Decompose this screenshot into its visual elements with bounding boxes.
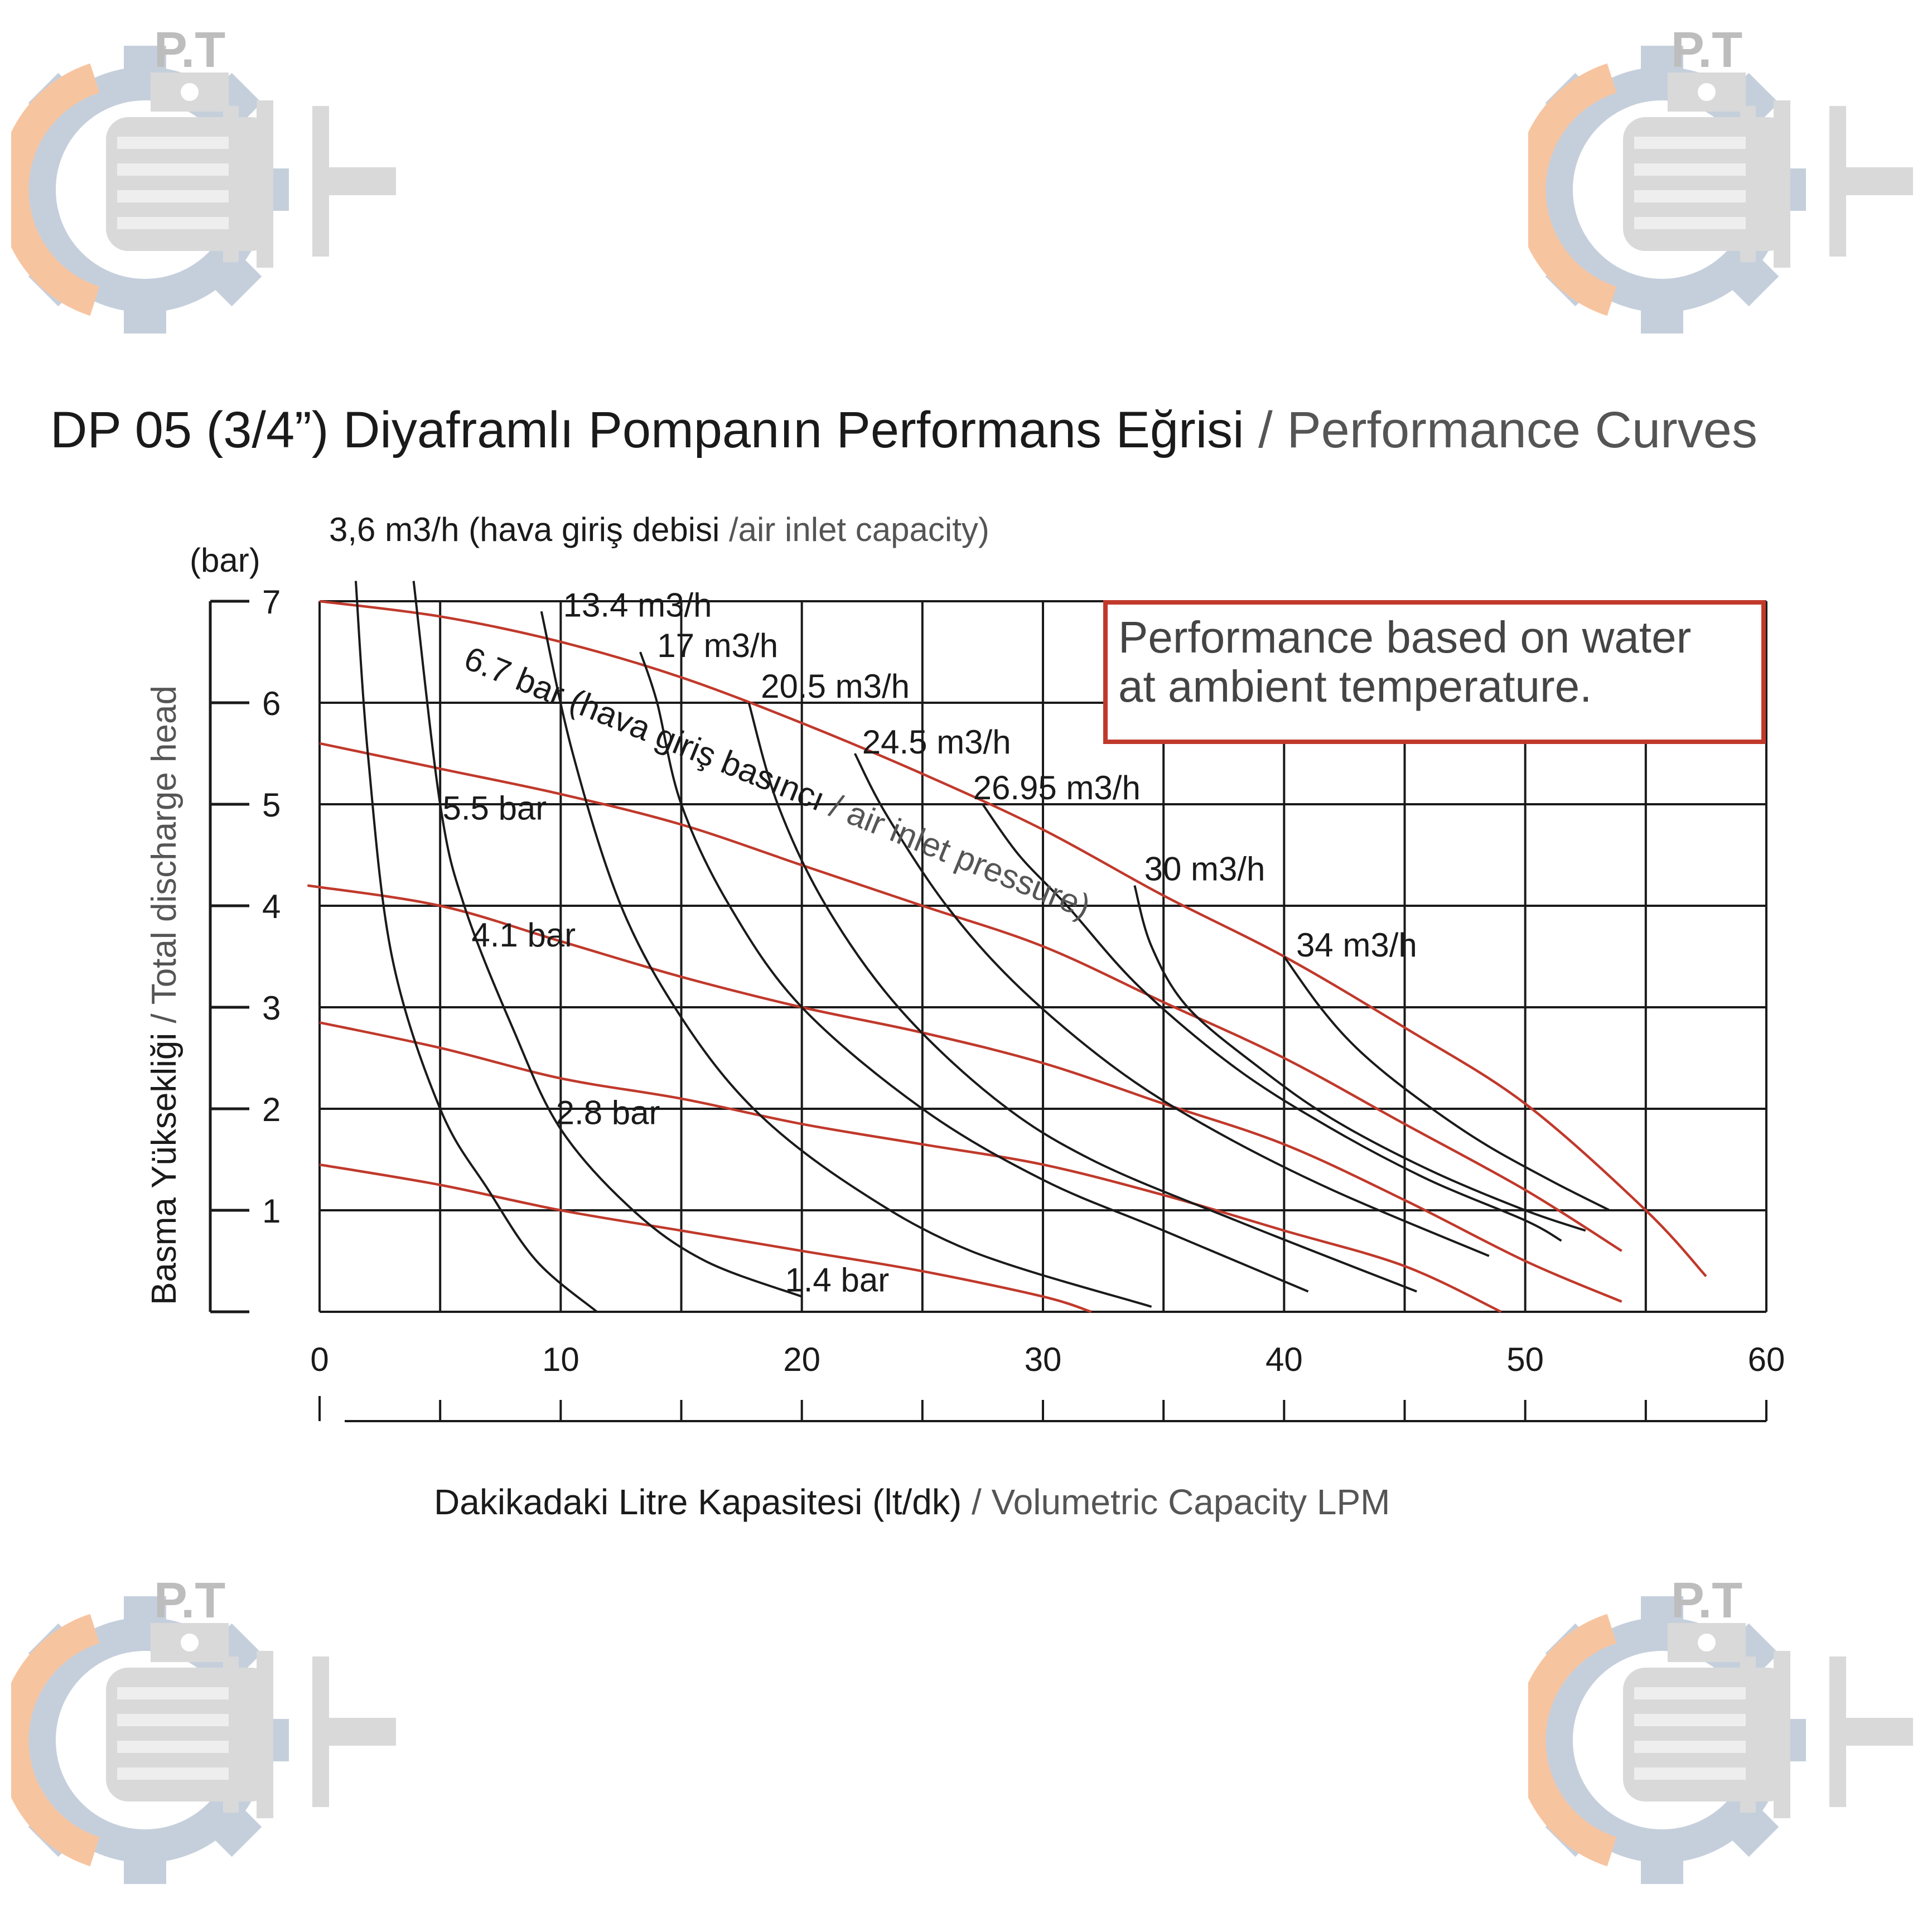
air-curve-34-m3-h (1283, 955, 1610, 1211)
watermark-logo-bottom-left: P.T (11, 1573, 396, 1884)
air-curve-6-7-m3-h (412, 581, 803, 1298)
motor-icon (1623, 73, 1913, 268)
top-label-main: 3,6 m3/h (hava giriş debisi (329, 511, 719, 548)
watermark-text: P.T (154, 1573, 225, 1629)
watermark-text: P.T (1671, 22, 1742, 78)
watermark-logo-top-left: P.T (11, 22, 396, 334)
top-label-secondary: /air inlet capacity) (719, 511, 989, 548)
watermark-logo-bottom-right: P.T (1528, 1573, 1913, 1884)
air-curve-20-5-m3-h (747, 702, 1417, 1293)
y-tick-label: 5 (262, 786, 281, 824)
x-tick-label: 0 (310, 1341, 329, 1378)
note-line-1: Performance based on water (1118, 612, 1691, 662)
motor-icon (106, 73, 396, 268)
x-tick-label: 60 (1748, 1341, 1785, 1378)
motor-icon (1623, 1623, 1913, 1818)
y-tick-label: 7 (262, 583, 281, 621)
title-separator: / (1244, 402, 1287, 458)
pressure-curve-6-7-bar (319, 600, 1707, 1277)
y-axis-label-main: Basma Yüksekliği (145, 1033, 183, 1305)
y-unit-label: (bar) (190, 542, 260, 579)
page-title: DP 05 (3/4”) Diyaframlı Pompanın Perform… (50, 402, 1757, 458)
annotation-label: 24.5 m3/h (862, 723, 1011, 761)
annotation-label: 4.1 bar (471, 916, 576, 954)
x-tick-label: 50 (1506, 1341, 1544, 1378)
x-axis-label-secondary: / Volumetric Capacity LPM (962, 1482, 1390, 1522)
arc-icon (1528, 63, 1617, 316)
annotation-label: 2.8 bar (556, 1094, 660, 1131)
air-curve-24-5-m3-h (854, 753, 1490, 1257)
annotation-label: 17 m3/h (657, 627, 778, 664)
x-tick-label: 20 (783, 1341, 820, 1378)
y-tick-label: 1 (262, 1192, 281, 1230)
annotation-label: 34 m3/h (1296, 926, 1417, 964)
y-tick-label: 4 (262, 888, 281, 925)
annotation-label: 1.4 bar (785, 1262, 889, 1299)
annotation-label: 13.4 m3/h (563, 586, 712, 624)
top-label: 3,6 m3/h (hava giriş debisi /air inlet c… (329, 511, 989, 548)
air-curve-17-m3-h (639, 651, 1309, 1293)
annotation-label: 26.95 m3/h (973, 769, 1141, 806)
y-tick-label: 3 (262, 989, 281, 1027)
note-line-2: at ambient temperature. (1118, 661, 1592, 711)
watermark-text: P.T (154, 22, 225, 78)
y-axis-label: Basma Yüksekliği / Total discharge head (145, 685, 183, 1305)
title-main: DP 05 (3/4”) Diyaframlı Pompanın Perform… (50, 402, 1244, 458)
axes: 1 2 3 4 5 6 7 0 10 20 30 40 50 60 (209, 583, 1785, 1422)
arc-icon (1528, 1614, 1617, 1867)
motor-icon (106, 1623, 396, 1818)
annotation-label: 30 m3/h (1144, 851, 1266, 888)
x-tick-label: 30 (1025, 1341, 1062, 1378)
pressure-curve-2-8-bar (319, 1021, 1502, 1313)
pressure-curve-5-5-bar (319, 742, 1622, 1252)
air-curve-13-4-m3-h (540, 611, 1152, 1308)
watermark-logo-top-right: P.T (1528, 22, 1913, 334)
pressure-curve-4-1-bar (307, 884, 1622, 1303)
air-curve-30-m3-h (1133, 885, 1586, 1232)
annotation-label: 5.5 bar (442, 789, 547, 827)
x-tick-label: 10 (542, 1341, 579, 1378)
annotation-label: 20.5 m3/h (761, 668, 910, 705)
y-axis-label-secondary: / Total discharge head (145, 685, 183, 1033)
y-tick-label: 2 (262, 1091, 281, 1128)
air-curve-3-6-m3-h (354, 581, 598, 1313)
watermark-text: P.T (1671, 1573, 1742, 1629)
x-axis-label: Dakikadaki Litre Kapasitesi (lt/dk) / Vo… (434, 1482, 1390, 1522)
title-secondary: Performance Curves (1287, 402, 1757, 458)
x-axis-label-main: Dakikadaki Litre Kapasitesi (lt/dk) (434, 1482, 962, 1522)
y-tick-label: 6 (262, 685, 281, 722)
curve-annotations: 13.4 m3/h17 m3/h 20.5 m3/h 24.5 m3/h 26.95 … (442, 586, 1417, 1298)
arc-icon (11, 1614, 100, 1867)
air-curve-26-95-m3-h (982, 803, 1562, 1242)
x-tick-label: 40 (1266, 1341, 1303, 1378)
pressure-curves (307, 600, 1707, 1313)
arc-icon (11, 63, 100, 316)
pressure-curve-1-4-bar (319, 1163, 1092, 1313)
air-capacity-curves (354, 581, 1610, 1313)
note-box: Performance based on water at ambient te… (1103, 600, 1766, 744)
note-box-frame (1103, 600, 1766, 744)
